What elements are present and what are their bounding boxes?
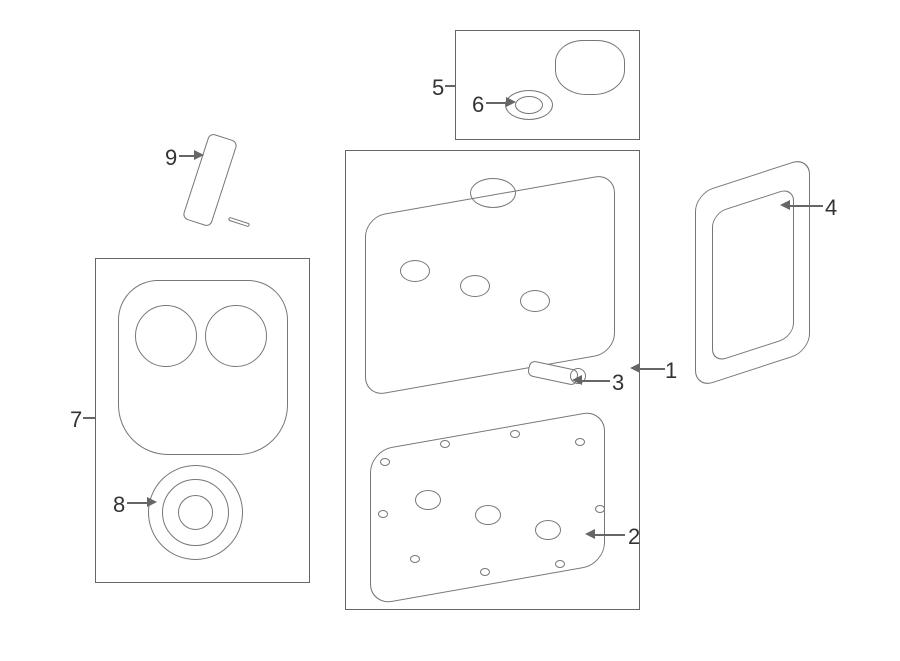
arrow-1 <box>630 363 640 373</box>
callout-1: 1 <box>665 358 677 384</box>
arrow-2 <box>585 529 595 539</box>
leader-3 <box>582 380 610 382</box>
leader-9 <box>179 155 194 157</box>
valve-cover-ring-c <box>520 290 550 312</box>
part-shield-inner <box>712 187 794 364</box>
gasket-bolt-2 <box>440 440 450 448</box>
callout-4: 4 <box>825 195 837 221</box>
arrow-6 <box>506 97 516 107</box>
callout-5: 5 <box>432 75 444 101</box>
leader-4 <box>790 205 823 207</box>
timing-cover-bore-a <box>135 305 197 367</box>
leader-2 <box>595 534 625 536</box>
gasket-bolt-3 <box>510 430 520 438</box>
gasket-bolt-9 <box>378 510 388 518</box>
timing-cover-bore-b <box>205 305 267 367</box>
leader-6 <box>486 102 506 104</box>
gasket-hole-a <box>415 490 441 510</box>
arrow-4 <box>780 200 790 210</box>
arrow-8 <box>147 497 157 507</box>
part-sealant-nozzle <box>228 217 250 228</box>
gasket-bolt-6 <box>555 560 565 568</box>
gasket-bolt-4 <box>575 438 585 446</box>
gasket-hole-c <box>535 520 561 540</box>
arrow-9 <box>194 150 204 160</box>
part-cap-seal-inner <box>515 96 543 114</box>
part-seal-inner <box>178 495 213 530</box>
valve-cover-ring-a <box>400 260 430 282</box>
callout-3: 3 <box>612 370 624 396</box>
callout-6: 6 <box>472 92 484 118</box>
part-sealant-tube <box>182 133 238 228</box>
leader-5 <box>445 85 455 87</box>
callout-7: 7 <box>70 407 82 433</box>
leader-8 <box>127 502 147 504</box>
valve-cover-port <box>470 178 516 208</box>
callout-8: 8 <box>113 492 125 518</box>
gasket-bolt-1 <box>380 458 390 466</box>
part-timing-cover <box>118 280 288 455</box>
gasket-hole-b <box>475 505 501 525</box>
callout-2: 2 <box>628 524 640 550</box>
arrow-3 <box>572 375 582 385</box>
callout-9: 9 <box>165 145 177 171</box>
gasket-bolt-8 <box>410 555 420 563</box>
part-oil-cap <box>555 40 625 95</box>
valve-cover-ring-b <box>460 275 490 297</box>
leader-1 <box>640 368 665 370</box>
leader-7 <box>83 417 95 419</box>
gasket-bolt-7 <box>480 568 490 576</box>
parts-diagram: 1 2 3 4 5 6 7 8 9 <box>0 0 900 661</box>
gasket-bolt-5 <box>595 505 605 513</box>
